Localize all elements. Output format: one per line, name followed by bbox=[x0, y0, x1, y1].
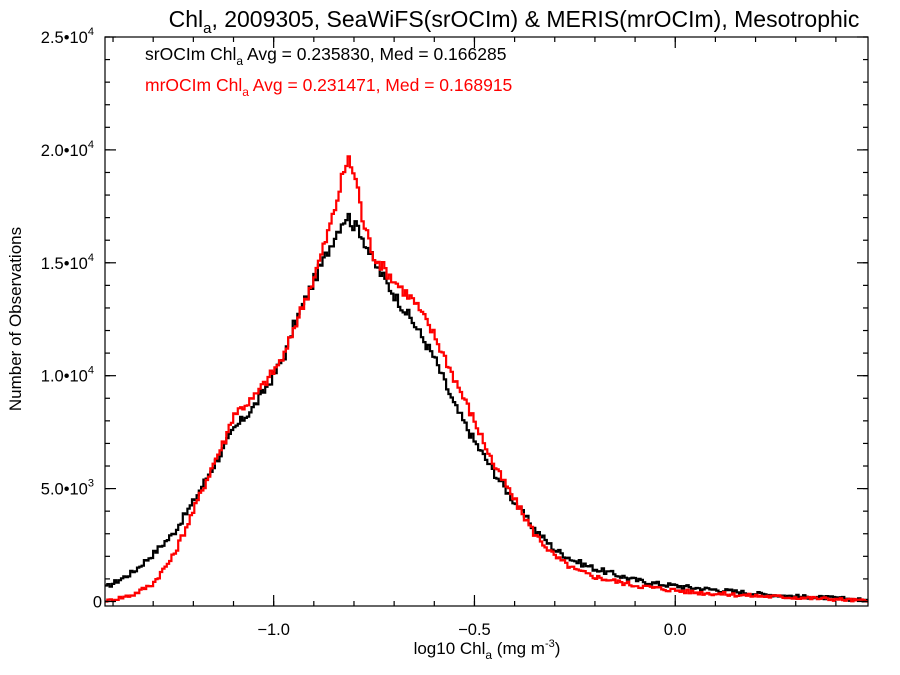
series-line-0 bbox=[105, 212, 868, 603]
annotation-mrocim: mrOCIm Chla Avg = 0.231471, Med = 0.1689… bbox=[145, 75, 512, 99]
x-tick-label: −1.0 bbox=[257, 621, 290, 639]
annotation-srocim-part: Avg = 0.235830, Med = 0.166285 bbox=[243, 44, 506, 64]
annotation-srocim-subscript: a bbox=[236, 54, 243, 68]
y-tick-label: 2.0•104 bbox=[41, 139, 94, 160]
x-tick-label: 0.0 bbox=[664, 621, 687, 639]
chart-title-part: Chl bbox=[169, 6, 204, 32]
chart-title-subscript: a bbox=[203, 20, 212, 37]
chart-title: Chla, 2009305, SeaWiFS(srOCIm) & MERIS(m… bbox=[169, 6, 860, 37]
y-tick-label: 2.5•104 bbox=[41, 26, 94, 47]
x-axis-label: log10 Chla (mg m-3) bbox=[414, 638, 561, 662]
y-tick-label: 1.5•104 bbox=[41, 252, 94, 273]
x-axis-label-part: log10 Chl bbox=[414, 639, 486, 658]
chart-title-part: , 2009305, SeaWiFS(srOCIm) & MERIS(mrOCI… bbox=[211, 6, 859, 32]
y-axis-label: Number of Observations bbox=[6, 227, 25, 411]
y-tick-label: 0 bbox=[93, 593, 102, 611]
annotation-srocim: srOCIm Chla Avg = 0.235830, Med = 0.1662… bbox=[145, 44, 506, 68]
x-axis-label-part: ) bbox=[555, 639, 561, 658]
annotation-mrocim-subscript: a bbox=[242, 85, 249, 99]
x-axis-label-superscript: -3 bbox=[545, 638, 555, 650]
y-tick-label: 5.0•103 bbox=[41, 478, 94, 499]
x-axis-label-subscript: a bbox=[485, 648, 492, 662]
axis-layer: −1.0 −0.5 0.0 0 5.0•103 1.0•104 1.5•104 2.0•104… bbox=[41, 26, 869, 639]
y-tick-label: 1.0•104 bbox=[41, 365, 94, 386]
annotation-srocim-part: srOCIm Chl bbox=[145, 44, 236, 64]
annotation-mrocim-part: mrOCIm Chl bbox=[145, 75, 242, 95]
annotation-mrocim-part: Avg = 0.231471, Med = 0.168915 bbox=[249, 75, 512, 95]
series-line-1 bbox=[105, 155, 869, 603]
x-tick-label: −0.5 bbox=[458, 621, 491, 639]
plot-frame bbox=[104, 36, 869, 607]
x-axis-label-part: (mg m bbox=[492, 639, 545, 658]
series-layer bbox=[105, 155, 869, 603]
